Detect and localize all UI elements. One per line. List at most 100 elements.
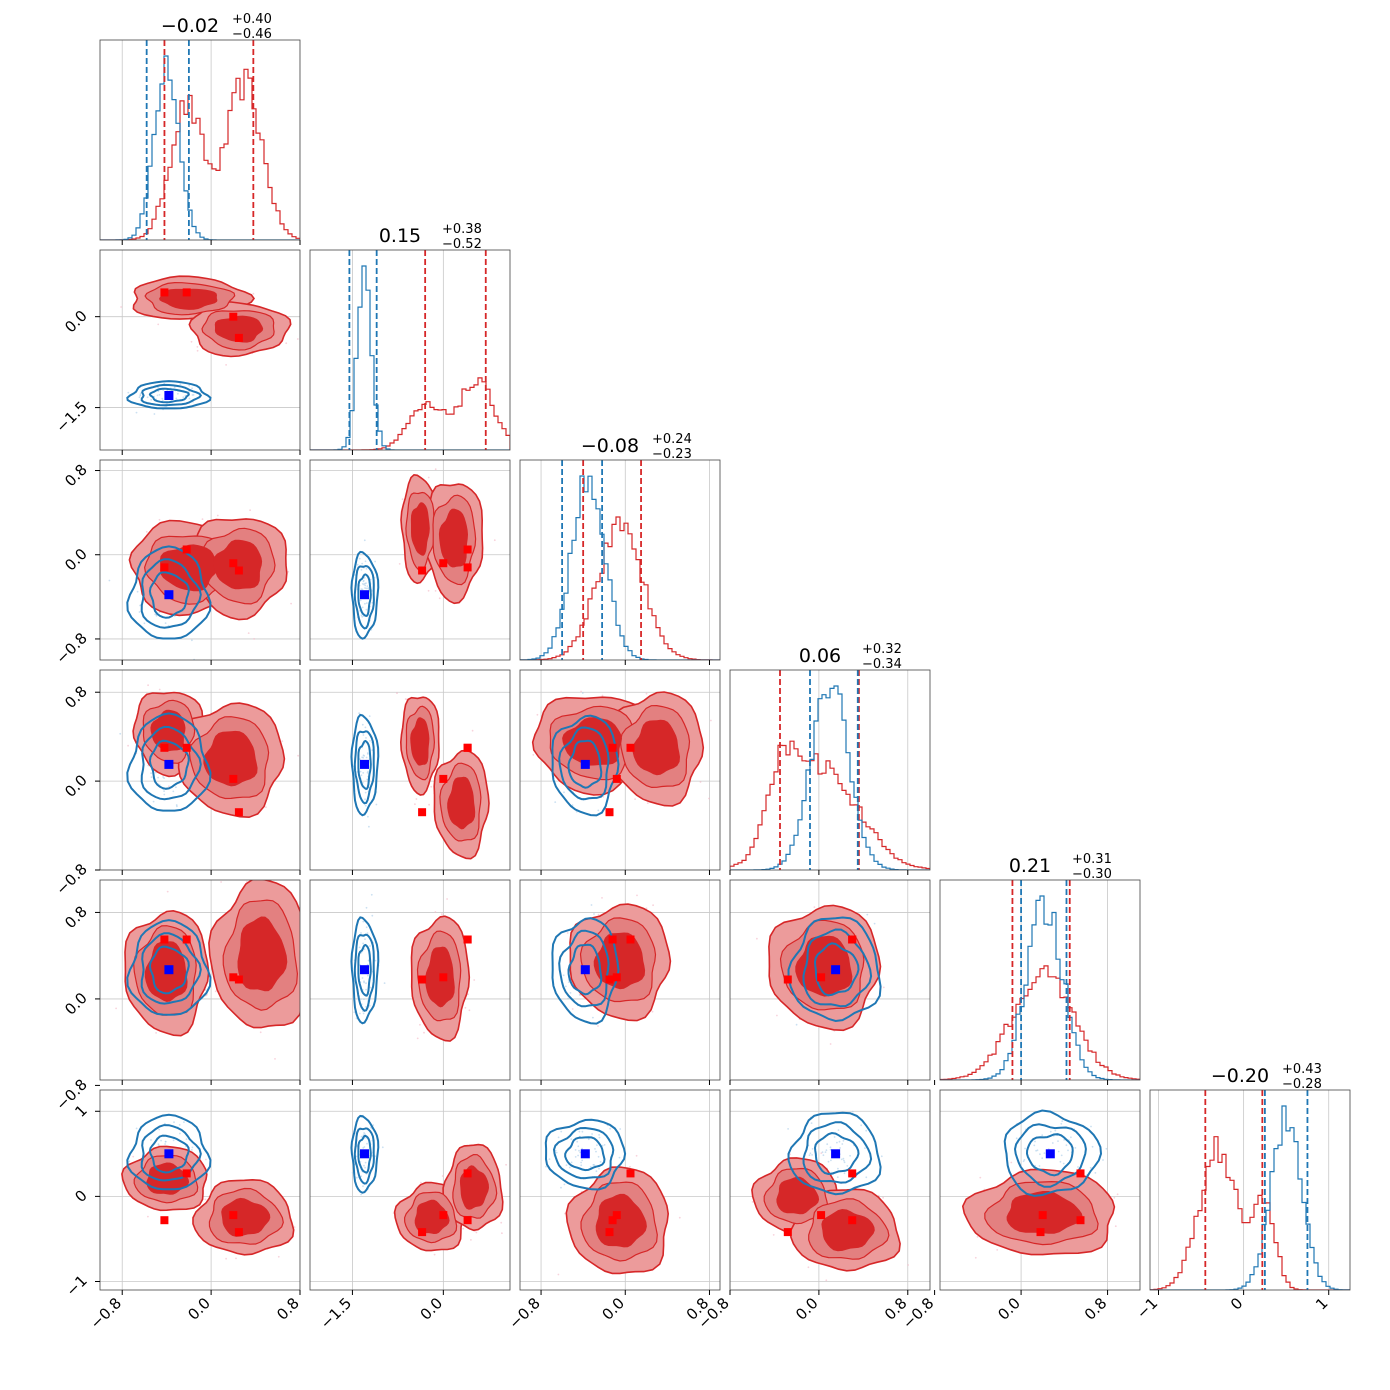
marker-red (418, 1228, 427, 1237)
sample-point (807, 1266, 810, 1269)
sample-point (438, 597, 441, 600)
sample-point (306, 943, 308, 945)
sample-point (548, 1158, 551, 1160)
sample-point (470, 1239, 472, 1241)
sample-point (354, 574, 356, 576)
contour-blue (353, 730, 375, 805)
sample-point (360, 774, 363, 777)
marker-red (848, 1169, 857, 1178)
sample-point (365, 1005, 367, 1008)
sample-point (595, 1170, 598, 1173)
marker-blue (831, 1149, 841, 1159)
sample-point (355, 1155, 358, 1158)
marker-red (463, 743, 472, 752)
sample-point (416, 1037, 419, 1040)
marker-red (612, 973, 621, 982)
panel-frame (729, 669, 931, 871)
marker-red (234, 975, 243, 984)
contour-red-inner (146, 1162, 190, 1195)
sample-point (505, 1163, 507, 1166)
sample-point (158, 1128, 161, 1131)
marker-red (418, 975, 427, 984)
sample-point (361, 562, 364, 565)
sample-point (471, 729, 474, 732)
sample-point (361, 615, 364, 618)
sample-point (1022, 1160, 1025, 1163)
sample-point (545, 1165, 547, 1168)
contour-blue (567, 739, 603, 789)
sample-point (646, 802, 649, 804)
sample-point (569, 992, 572, 994)
sample-point (362, 1185, 364, 1188)
title-lower-error: −0.23 (652, 447, 692, 462)
sample-point (196, 349, 199, 352)
sample-point (865, 1129, 868, 1132)
sample-point (364, 602, 366, 605)
marker-blue (580, 1149, 590, 1159)
sample-point (138, 611, 141, 613)
marginal-title: −0.08 (581, 435, 639, 457)
contour-blue (148, 1134, 190, 1174)
sample-point (1102, 1159, 1104, 1161)
sample-point (811, 1148, 814, 1150)
marker-red (608, 1216, 617, 1225)
sample-point (150, 1139, 152, 1141)
marker-red (160, 1216, 169, 1225)
title-upper-error: +0.32 (862, 642, 902, 657)
sample-point (370, 893, 373, 896)
sample-point (1061, 1120, 1064, 1122)
sample-point (135, 1127, 138, 1130)
sample-point (557, 1273, 560, 1276)
sample-point (836, 1141, 838, 1144)
panel-2-1 (309, 459, 511, 665)
sample-point (367, 815, 369, 818)
x-tick-label: 0.0 (598, 1294, 628, 1324)
contour-blue (1003, 1109, 1103, 1197)
sample-point (829, 1043, 832, 1045)
sample-point (204, 1198, 207, 1201)
marker-red (463, 1169, 472, 1178)
x-tick-label: 0.0 (184, 1294, 214, 1324)
sample-point (363, 576, 366, 579)
sample-point (138, 396, 141, 399)
sample-point (795, 1023, 798, 1026)
panel-5-0: −1 0 1 −0.8 0.0 0.8 (62, 1089, 303, 1333)
sample-point (645, 692, 648, 695)
sample-point (368, 1004, 371, 1007)
y-tick-label: 0.8 (61, 682, 91, 712)
panel-frame (519, 459, 721, 661)
histogram-blue (520, 475, 720, 660)
sample-point (201, 518, 204, 520)
sample-point (311, 970, 313, 972)
sample-point (361, 606, 364, 609)
sample-point (635, 1154, 638, 1157)
sample-point (147, 1215, 149, 1218)
marker-red (229, 774, 238, 783)
y-tick-label: 0.0 (61, 545, 91, 575)
marginal-title: 0.21 (1009, 855, 1051, 877)
title-upper-error: +0.31 (1072, 852, 1112, 867)
panel-1-1: 0.15 +0.38−0.52 (309, 222, 511, 455)
sample-point (809, 1152, 812, 1155)
sample-point (362, 1012, 365, 1015)
marker-red (817, 973, 826, 982)
sample-point (1090, 1125, 1092, 1128)
panel-2-0: −0.8 0.0 0.8 (52, 459, 301, 668)
sample-point (441, 1175, 444, 1177)
sample-point (154, 771, 157, 774)
sample-point (590, 904, 593, 906)
sample-point (580, 690, 582, 693)
sample-point (597, 809, 600, 812)
sample-point (882, 1196, 884, 1199)
sample-point (842, 1157, 845, 1160)
contour-blue (126, 380, 212, 410)
sample-point (597, 913, 600, 916)
marker-red (234, 808, 243, 817)
sample-point (564, 1212, 566, 1215)
sample-point (574, 1149, 577, 1151)
sample-point (157, 323, 160, 326)
sample-point (365, 988, 367, 991)
sample-point (175, 397, 178, 400)
sample-point (864, 1147, 866, 1149)
sample-point (1105, 1147, 1108, 1150)
